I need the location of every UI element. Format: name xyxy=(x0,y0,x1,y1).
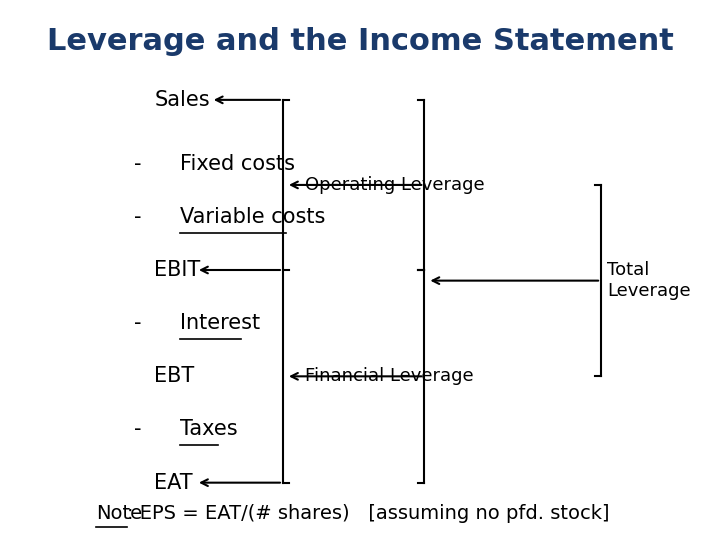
Text: Note: Note xyxy=(96,503,143,523)
Text: Operating Leverage: Operating Leverage xyxy=(305,176,485,194)
Text: Leverage and the Income Statement: Leverage and the Income Statement xyxy=(47,27,673,56)
Text: EBT: EBT xyxy=(154,366,194,386)
Text: EAT: EAT xyxy=(154,472,193,492)
Text: Sales: Sales xyxy=(154,90,210,110)
Text: Total
Leverage: Total Leverage xyxy=(608,261,691,300)
Text: Variable costs: Variable costs xyxy=(180,207,325,227)
Text: EBIT: EBIT xyxy=(154,260,201,280)
Text: -: - xyxy=(135,154,142,174)
Text: Taxes: Taxes xyxy=(180,420,238,440)
Text: Interest: Interest xyxy=(180,313,260,333)
Text: Fixed costs: Fixed costs xyxy=(180,154,295,174)
Text: -: - xyxy=(135,313,142,333)
Text: -: - xyxy=(135,420,142,440)
Text: Financial Leverage: Financial Leverage xyxy=(305,367,474,386)
Text: -: - xyxy=(135,207,142,227)
Text: : EPS = EAT/(# shares)   [assuming no pfd. stock]: : EPS = EAT/(# shares) [assuming no pfd.… xyxy=(127,503,609,523)
